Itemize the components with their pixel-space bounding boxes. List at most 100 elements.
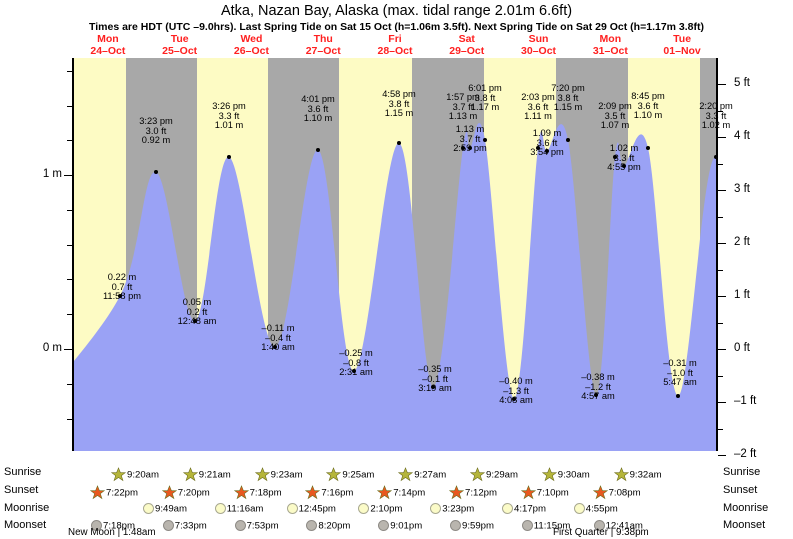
tide-label-line: 2:03 pm: [521, 92, 555, 102]
tide-curve: [72, 123, 718, 451]
tide-extreme-marker: [545, 149, 549, 153]
day-header-5: Fri 28–Oct: [350, 33, 440, 57]
day-header-4: Thu 27–Oct: [278, 33, 368, 57]
left-axis-minor-tick: [67, 418, 72, 420]
day-header-8: Mon 31–Oct: [565, 33, 655, 57]
right-axis-tick: [718, 243, 726, 244]
astro-time: 9:30am: [557, 469, 590, 481]
astro-row-label-moonrise-r: Moonrise: [723, 502, 769, 514]
sunset-cell: 7:16pm: [305, 485, 353, 500]
sunrise-cell: 9:21am: [182, 467, 231, 482]
tide-label-line: 3.3 ft: [218, 110, 240, 121]
tide-extreme-marker: [622, 164, 626, 168]
right-axis-label: 4 ft: [734, 130, 750, 142]
day-of-week: Sun: [528, 33, 549, 45]
astro-time: 11:16am: [226, 503, 264, 515]
tide-label-line: 4:58 pm: [382, 89, 416, 99]
sunrise-star-icon: [111, 467, 126, 482]
left-axis-minor-tick: [67, 140, 72, 142]
left-axis-minor-tick: [67, 279, 72, 281]
tide-label-line: 1.11 m: [524, 111, 552, 122]
sunrise-star-icon: [541, 467, 557, 482]
moonset-circle-icon: [91, 520, 102, 531]
tide-extreme-label: 0.22 m 0.7 ft 11:58 pm: [82, 272, 162, 302]
right-axis-label: 0 ft: [734, 342, 750, 354]
tide-label-line: –1.3 ft: [503, 385, 529, 396]
right-axis-tick: [718, 296, 726, 297]
tide-extreme-label: 3:26 pm 3.3 ft 1.01 m: [189, 101, 269, 131]
sunset-star-icon: [377, 485, 393, 500]
moonrise-cell: 12:45pm: [286, 503, 336, 515]
tide-label-line: 3.3 ft: [705, 110, 727, 121]
astro-time: 9:23am: [270, 469, 303, 481]
tide-label-line: 3.5 ft: [604, 110, 626, 121]
tide-label-line: 1.01 m: [214, 120, 244, 131]
right-axis-tick: [718, 402, 726, 403]
sunrise-star-icon: [398, 467, 414, 482]
moon-phase-name: New Moon: [68, 527, 115, 538]
astro-row-label-moonset-r: Moonset: [723, 519, 766, 531]
page-subtitle: Times are HDT (UTC –9.0hrs). Last Spring…: [89, 21, 704, 33]
tide-label-line: 4:57 am: [581, 391, 615, 402]
day-date: 26–Oct: [233, 45, 269, 57]
tide-label-line: 4:08 am: [499, 395, 533, 406]
moonset-cell: 7:53pm: [234, 520, 279, 532]
tide-extreme-marker: [316, 148, 320, 152]
astro-time: 9:59pm: [462, 520, 494, 532]
tide-label-line: –0.1 ft: [422, 373, 448, 384]
moonrise-circle-icon: [502, 503, 513, 514]
sunset-star-icon: [161, 485, 177, 500]
moonrise-circle-icon: [143, 503, 154, 514]
tide-label-line: 1.13 m: [455, 124, 485, 134]
tide-label-line: 2:09 pm: [598, 101, 632, 111]
sunset-cell: 7:10pm: [520, 485, 569, 500]
right-axis-minor-tick: [718, 163, 723, 165]
tide-extreme-marker: [352, 369, 356, 373]
sunset-star-icon: [90, 485, 105, 500]
left-axis-minor-tick: [67, 70, 72, 72]
tide-extreme-marker: [613, 155, 617, 159]
tide-label-line: 4:01 pm: [301, 94, 335, 104]
sunset-star-icon: [233, 485, 249, 500]
tide-label-line: 5:47 am: [663, 377, 697, 388]
day-of-week: Wed: [240, 33, 263, 45]
astro-time: 4:55pm: [585, 503, 618, 515]
tide-label-line: –0.38 m: [581, 372, 615, 382]
astro-time: 9:29am: [486, 469, 518, 481]
tide-label-line: 0.2 ft: [186, 306, 208, 317]
left-axis-label: 1 m: [42, 168, 62, 181]
moonset-circle-icon: [450, 520, 461, 531]
tide-extreme-marker: [397, 141, 401, 145]
tide-label-line: 2:31 am: [339, 367, 373, 378]
right-axis-minor-tick: [718, 375, 723, 377]
tide-extreme-label: 2:20 pm 3.3 ft 1.02 m: [676, 101, 756, 131]
astro-time: 9:49am: [155, 503, 187, 515]
moonset-circle-icon: [162, 520, 174, 531]
tide-extreme-label: –0.31 m –1.0 ft 5:47 am: [640, 358, 720, 388]
right-axis-label: 1 ft: [734, 289, 750, 301]
right-axis-label: –2 ft: [734, 448, 757, 460]
left-axis-tick: [64, 175, 72, 177]
left-axis-label: 0 m: [42, 342, 62, 354]
moonset-circle-icon: [306, 520, 318, 531]
moonset-circle-icon: [378, 520, 390, 531]
day-header-2: Tue 25–Oct: [135, 33, 225, 57]
astro-row-label-sunrise-l: Sunrise: [4, 466, 42, 478]
sunrise-cell: 9:20am: [111, 467, 159, 482]
moonrise-cell: 4:17pm: [502, 503, 546, 515]
sunrise-cell: 9:30am: [541, 467, 590, 482]
sunset-cell: 7:08pm: [592, 485, 641, 500]
astro-time: 9:20am: [127, 469, 159, 481]
astro-time: 7:18pm: [103, 520, 135, 532]
tide-extreme-label: 0.05 m 0.2 ft 12:48 am: [157, 297, 237, 327]
tide-label-line: –1.2 ft: [585, 381, 611, 392]
day-of-week: Tue: [673, 33, 692, 45]
tide-label-line: 3.0 ft: [145, 125, 167, 136]
tide-extreme-label: 7:20 pm 3.8 ft 1.15 m: [528, 83, 608, 113]
tide-extreme-label: 4:01 pm 3.6 ft 1.10 m: [278, 94, 358, 124]
tide-extreme-marker: [273, 345, 277, 349]
moonset-cell: 7:18pm: [91, 520, 135, 532]
right-axis-tick: [718, 84, 726, 85]
moon-phase-separator: |: [610, 527, 614, 538]
moonrise-circle-icon: [573, 503, 585, 514]
